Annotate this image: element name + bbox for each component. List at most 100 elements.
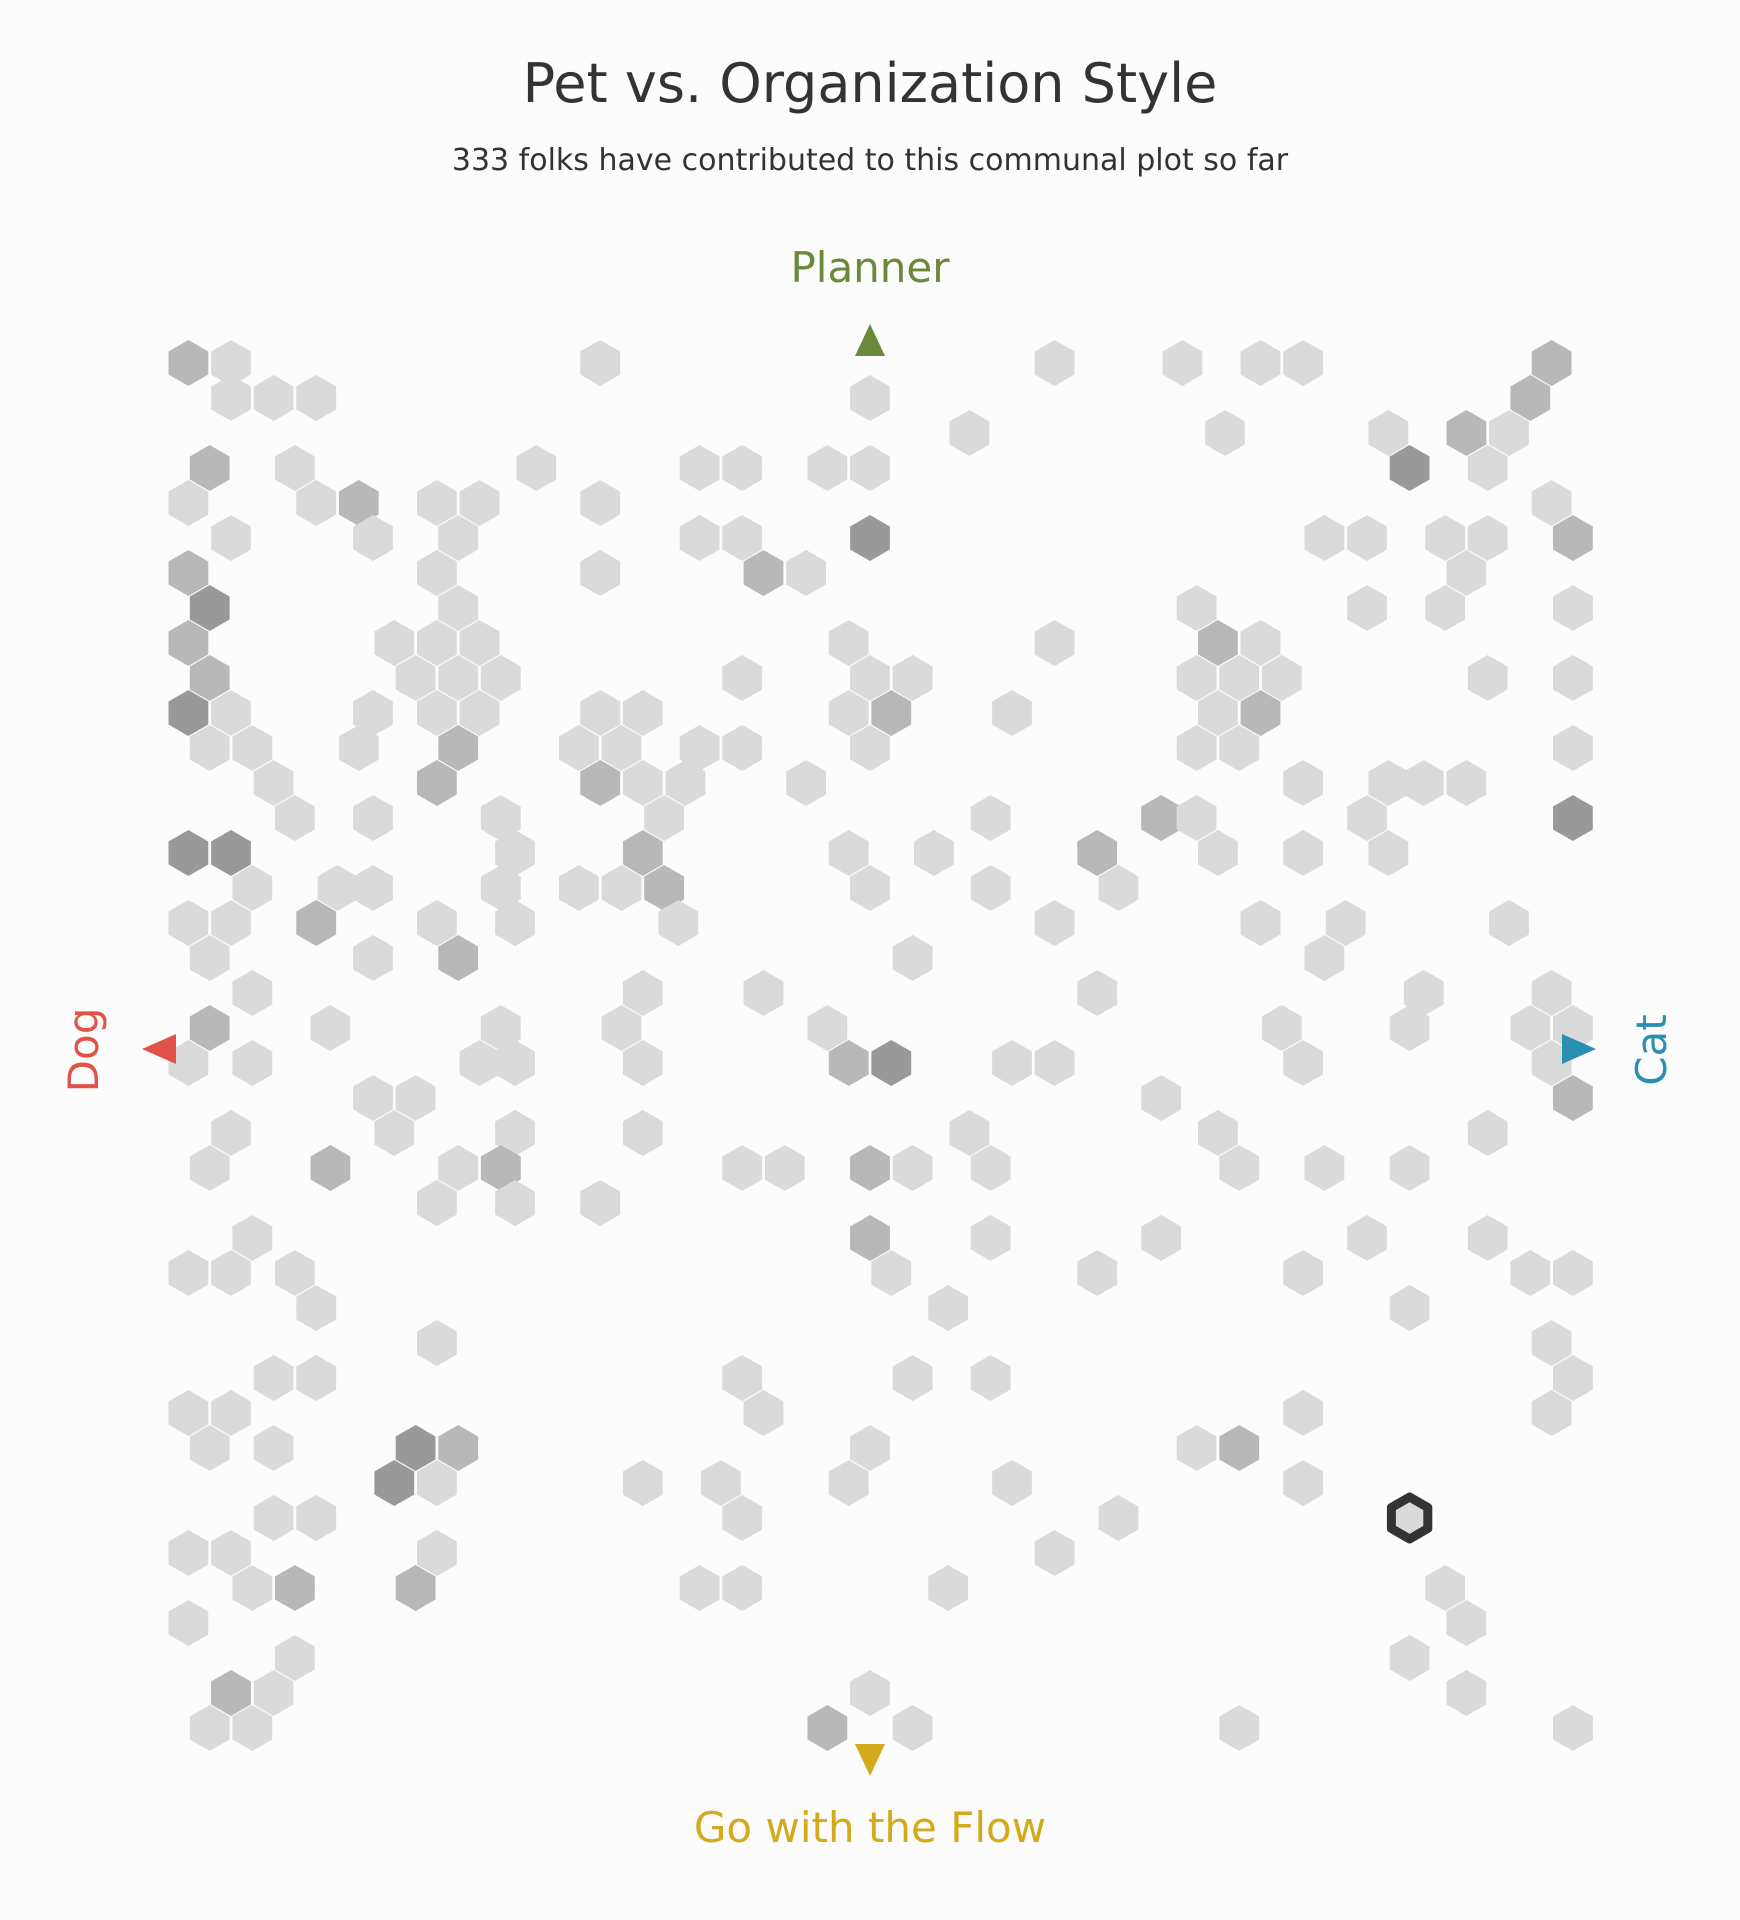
hex-cell — [438, 515, 479, 561]
hex-cell — [211, 1530, 251, 1576]
hex-cell — [644, 865, 684, 911]
hex-cell — [679, 515, 720, 561]
hex-cell — [1198, 620, 1238, 666]
hex-cell — [417, 760, 457, 806]
hex-cell — [438, 585, 479, 631]
hex-cell — [892, 1705, 933, 1751]
hex-cell — [168, 340, 209, 386]
hex-cell — [559, 725, 599, 771]
hex-cell — [417, 480, 457, 526]
hex-cell — [296, 900, 337, 946]
hex-cell — [189, 1005, 230, 1051]
hex-cell — [417, 550, 457, 596]
hex-cell — [1389, 1145, 1430, 1191]
hex-cell — [1304, 515, 1345, 561]
hex-cell — [1553, 1075, 1593, 1121]
hex-cell — [338, 480, 379, 526]
hex-cell — [1034, 1530, 1075, 1576]
hex-cell — [417, 620, 457, 666]
hex-cell — [807, 1705, 848, 1751]
chart-title: Pet vs. Organization Style — [522, 52, 1218, 115]
hex-cell — [211, 340, 251, 386]
hex-cell — [743, 550, 784, 596]
hex-cell — [1425, 515, 1465, 561]
hex-cell — [743, 970, 784, 1016]
dog-arrowhead — [142, 1034, 176, 1064]
hex-cell — [495, 1110, 535, 1156]
hex-cell — [1176, 585, 1217, 631]
hex-cell — [1283, 830, 1323, 876]
hex-cell — [679, 445, 720, 491]
hex-cell — [168, 1250, 209, 1296]
hex-cell — [580, 1180, 621, 1226]
hex-cell — [232, 1565, 273, 1611]
hex-cell — [786, 550, 826, 596]
hex-cell — [1553, 1250, 1593, 1296]
hex-cell — [189, 935, 230, 981]
hex-cell — [1446, 410, 1487, 456]
hex-cell — [495, 1180, 535, 1226]
hex-cell — [211, 830, 251, 876]
hex-cell — [211, 515, 251, 561]
hex-cell — [1446, 1600, 1487, 1646]
hex-cell — [722, 1145, 763, 1191]
hex-cell — [1325, 900, 1366, 946]
hex-cell — [438, 935, 479, 981]
hex-cell — [1389, 1285, 1430, 1331]
hex-cell — [168, 480, 209, 526]
hex-cell — [417, 1180, 457, 1226]
axis-label-dog: Dog — [59, 1008, 108, 1093]
hex-cell — [1446, 550, 1487, 596]
hex-cell — [1176, 1425, 1217, 1471]
hex-cell — [1368, 760, 1409, 806]
hex-cell — [516, 445, 557, 491]
hex-cell — [374, 1460, 415, 1506]
hex-cell — [1553, 795, 1593, 841]
hex-cell — [495, 830, 535, 876]
hex-cell — [580, 760, 621, 806]
hex-cell — [1467, 445, 1508, 491]
hex-cell — [480, 865, 521, 911]
hex-cell — [1553, 515, 1593, 561]
hex-cell — [232, 1705, 273, 1751]
hex-cell — [722, 725, 763, 771]
hex-cell — [211, 1110, 251, 1156]
hex-cell — [1347, 585, 1387, 631]
hex-cell — [211, 690, 251, 736]
hex-cell — [928, 1565, 968, 1611]
hex-cell — [275, 1250, 315, 1296]
hex-cell — [658, 900, 699, 946]
hex-cell — [1219, 1145, 1260, 1191]
hex-cell — [1467, 1215, 1508, 1261]
hex-cell — [253, 375, 294, 421]
hex-cell — [928, 1285, 968, 1331]
hex-cell — [970, 865, 1011, 911]
hex-cell — [189, 445, 230, 491]
hex-cell — [232, 725, 273, 771]
hex-cell — [1347, 795, 1387, 841]
hex-cell — [580, 550, 621, 596]
hex-cell — [1034, 620, 1075, 666]
hex-cell — [459, 480, 500, 526]
hex-cell — [1531, 970, 1572, 1016]
hex-cell — [296, 480, 337, 526]
hex-cell — [1077, 970, 1118, 1016]
hex-cell — [1283, 760, 1323, 806]
hex-cell — [417, 1460, 457, 1506]
hex-cell — [296, 1355, 337, 1401]
highlighted-hex-cell — [1386, 1492, 1433, 1544]
hex-cell — [786, 760, 826, 806]
hex-cell — [1425, 585, 1465, 631]
hex-cell — [1141, 795, 1181, 841]
hex-cell — [1403, 970, 1444, 1016]
hex-cell — [1446, 760, 1487, 806]
hex-cell — [275, 795, 315, 841]
hex-cell — [1553, 585, 1593, 631]
hex-cell — [1510, 1005, 1551, 1051]
hex-cell — [438, 725, 479, 771]
hex-cell — [622, 1110, 663, 1156]
hex-cell — [395, 1425, 436, 1471]
planner-arrowhead — [855, 324, 885, 356]
hex-cell — [914, 830, 954, 876]
hex-cell — [1467, 655, 1508, 701]
